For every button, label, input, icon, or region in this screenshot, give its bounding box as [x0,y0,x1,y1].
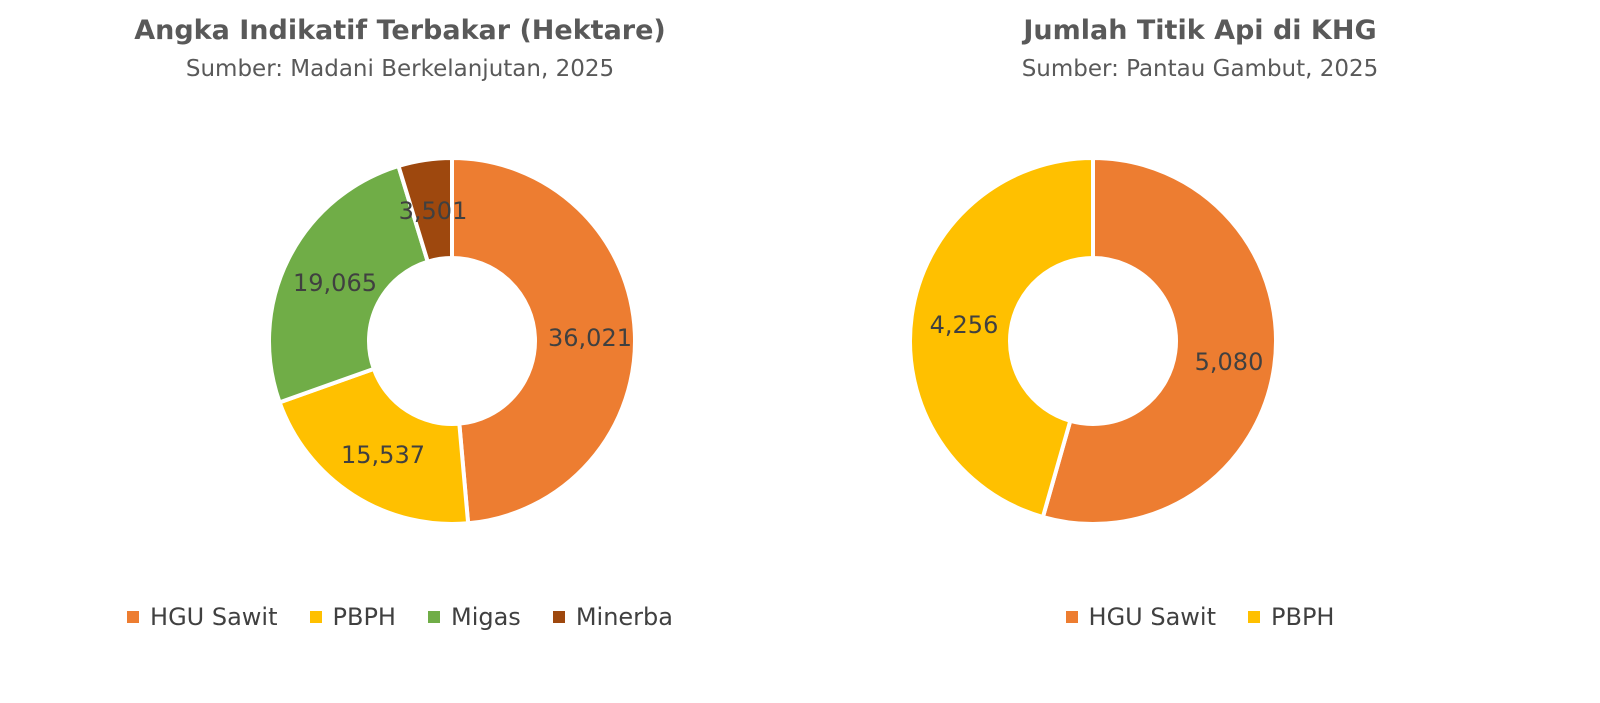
data-label: 4,256 [930,311,999,339]
data-label: 5,080 [1195,348,1264,376]
legend-item: PBPH [1248,603,1334,631]
legend-label: PBPH [332,603,396,631]
chart-burned-area: Angka Indikatif Terbakar (Hektare) Sumbe… [0,15,800,631]
donut-slice-migas [267,163,430,405]
legend-swatch [552,611,565,623]
data-label: 36,021 [548,324,632,352]
legend-label: Migas [450,603,521,631]
donut-slice-pbph [908,156,1095,520]
legend-item: HGU Sawit [1065,603,1217,631]
legend-item: HGU Sawit [127,603,278,631]
donut-chart: 5,080 4,256 [908,156,1278,526]
legend-item: Minerba [552,603,673,631]
legend-swatch [1248,611,1261,623]
donut-slice-hgu-sawit [1040,156,1278,526]
legend-label: Minerba [575,603,673,631]
legend: HGU Sawit PBPH [800,603,1600,631]
chart-subtitle: Sumber: Madani Berkelanjutan, 2025 [185,56,615,82]
legend-label: HGU Sawit [1088,603,1217,631]
legend-label: HGU Sawit [150,603,278,631]
data-label: 15,537 [341,441,425,469]
chart-hotspots: Jumlah Titik Api di KHG Sumber: Pantau G… [800,0,1600,703]
donut-slice-pbph [277,366,471,526]
legend-swatch [309,611,322,623]
legend-swatch [127,611,140,623]
legend-swatch [1065,611,1078,623]
legend-label: PBPH [1271,603,1335,631]
chart-title: Jumlah Titik Api di KHG [1023,15,1377,46]
chart-subtitle: Sumber: Pantau Gambut, 2025 [1021,56,1379,82]
legend-swatch [427,611,440,623]
legend-item: Migas [427,603,521,631]
chart-title: Angka Indikatif Terbakar (Hektare) [134,15,666,46]
data-label: 3,501 [399,197,468,225]
data-label: 19,065 [293,269,377,297]
donut-slice-hgu-sawit [450,156,637,526]
donut-slice-minerba [396,156,454,264]
legend-item: PBPH [309,603,396,631]
legend: HGU Sawit PBPH Migas Minerba [0,603,800,631]
donut-chart: 36,021 15,537 19,065 3,501 [267,156,637,526]
